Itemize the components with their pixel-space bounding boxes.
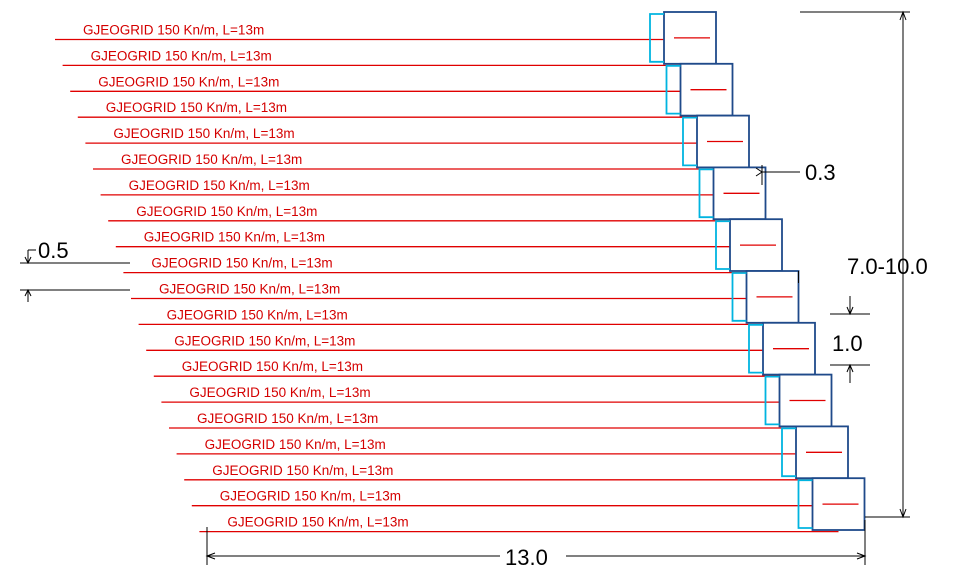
gabion-block — [665, 62, 734, 117]
wall-height-dimension-label: 7.0-10.0 — [847, 254, 928, 279]
facing-bracket — [698, 168, 714, 219]
geogrid-label: GJEOGRID 150 Kn/m, L=13m — [174, 333, 355, 348]
facing-bracket — [797, 479, 813, 529]
layer-spacing-dimension: 0.5 — [20, 238, 130, 302]
geogrid-label: GJEOGRID 150 Kn/m, L=13m — [83, 23, 264, 38]
wall-height-dimension: 7.0-10.0 — [800, 10, 928, 519]
gabion-blocks — [649, 11, 866, 531]
facing-bracket — [715, 220, 730, 270]
setback-dimension-label: 0.3 — [805, 160, 836, 185]
block-height-dimension: 1.0 — [830, 296, 870, 383]
geogrid-label: GJEOGRID 150 Kn/m, L=13m — [144, 230, 325, 245]
geogrid-label: GJEOGRID 150 Kn/m, L=13m — [106, 100, 287, 115]
geogrid-label: GJEOGRID 150 Kn/m, L=13m — [205, 437, 386, 452]
gabion-block — [764, 373, 833, 428]
facing-bracket — [731, 272, 747, 322]
gabion-block — [715, 218, 783, 272]
gabion-block — [698, 166, 767, 221]
gabion-block — [731, 270, 800, 324]
facing-bracket — [682, 116, 697, 167]
geogrid-label: GJEOGRID 150 Kn/m, L=13m — [212, 463, 393, 478]
geogrid-label: GJEOGRID 150 Kn/m, L=13m — [121, 152, 302, 167]
geogrid-label: GJEOGRID 150 Kn/m, L=13m — [98, 74, 279, 89]
gabion-block — [649, 11, 717, 65]
gabion-block — [748, 321, 816, 376]
geogrid-label: GJEOGRID 150 Kn/m, L=13m — [151, 256, 332, 271]
gabion-block — [781, 425, 849, 480]
geogrid-label: GJEOGRID 150 Kn/m, L=13m — [159, 282, 340, 297]
geogrid-label: GJEOGRID 150 Kn/m, L=13m — [220, 489, 401, 504]
geogrid-label: GJEOGRID 150 Kn/m, L=13m — [227, 515, 408, 530]
facing-bracket — [748, 323, 763, 374]
facing-bracket — [649, 13, 664, 63]
base-length-dimension-label: 13.0 — [505, 545, 548, 570]
setback-dimension: 0.3 — [755, 160, 836, 185]
block-height-dimension-label: 1.0 — [832, 331, 863, 356]
facing-bracket — [665, 64, 681, 115]
gabion-block — [682, 114, 750, 169]
geogrid-label: GJEOGRID 150 Kn/m, L=13m — [189, 385, 370, 400]
layer-spacing-dimension-label: 0.5 — [38, 238, 69, 263]
base-length-dimension: 13.0 — [205, 520, 867, 570]
geogrid-label: GJEOGRID 150 Kn/m, L=13m — [129, 178, 310, 193]
facing-bracket — [781, 427, 796, 478]
geogrid-label: GJEOGRID 150 Kn/m, L=13m — [197, 411, 378, 426]
geogrid-label: GJEOGRID 150 Kn/m, L=13m — [113, 126, 294, 141]
geogrid-label: GJEOGRID 150 Kn/m, L=13m — [182, 359, 363, 374]
geogrid-label: GJEOGRID 150 Kn/m, L=13m — [136, 204, 317, 219]
geogrid-layers: GJEOGRID 150 Kn/m, L=13m GJEOGRID 150 Kn/… — [55, 23, 839, 533]
gabion-block — [797, 477, 866, 531]
geogrid-label: GJEOGRID 150 Kn/m, L=13m — [167, 307, 348, 322]
geogrid-label: GJEOGRID 150 Kn/m, L=13m — [91, 48, 272, 63]
facing-bracket — [764, 375, 780, 426]
